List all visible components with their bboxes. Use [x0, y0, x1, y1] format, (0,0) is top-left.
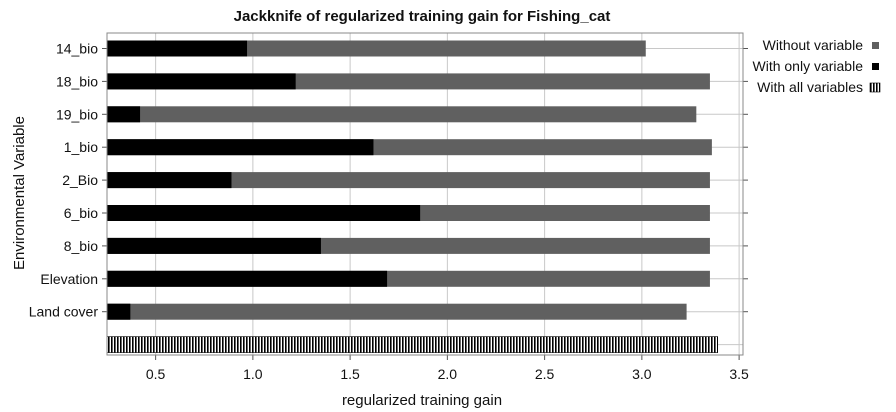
- bar-with-only-variable: [107, 106, 141, 123]
- bar-with-only-variable: [107, 205, 421, 221]
- category-label: 18_bio: [56, 73, 98, 89]
- bar-with-only-variable: [107, 172, 232, 189]
- legend-label: With only variable: [753, 58, 864, 74]
- bar-with-only-variable: [107, 73, 296, 90]
- category-label: 6_bio: [64, 205, 98, 221]
- x-axis-label: regularized training gain: [342, 392, 502, 409]
- category-label: Elevation: [40, 271, 98, 287]
- bar-with-only-variable: [107, 270, 388, 287]
- category-label: Land cover: [29, 304, 99, 320]
- category-label: 1_bio: [64, 139, 98, 155]
- x-tick-label: 0.5: [146, 366, 166, 382]
- x-tick-label: 1.0: [243, 366, 263, 382]
- plot-area: [106, 32, 744, 356]
- bar-with-only-variable: [107, 237, 321, 254]
- x-tick-label: 2.5: [535, 366, 555, 382]
- x-tick-label: 3.5: [729, 366, 749, 382]
- legend-label: Without variable: [763, 37, 864, 53]
- bar-with-all-variables: [106, 336, 719, 353]
- category-label: 14_bio: [56, 41, 98, 57]
- x-tick-label: 1.5: [340, 366, 360, 382]
- category-label: 2_Bio: [62, 172, 98, 188]
- bar-with-only-variable: [107, 139, 374, 156]
- legend-swatch: [872, 63, 879, 70]
- chart-title: Jackknife of regularized training gain f…: [234, 8, 611, 25]
- category-label: 19_bio: [56, 106, 98, 122]
- legend: Without variable With only variable With a…: [753, 37, 881, 95]
- category-label: 8_bio: [64, 238, 98, 254]
- ticks-layer: 0.5 1.0 1.5 2.0 2.5 3.0 3.5 14_bio 18_bio 19_bio 1…: [29, 41, 749, 383]
- x-tick-label: 2.0: [438, 366, 458, 382]
- bar-with-only-variable: [107, 303, 131, 320]
- bars-layer: [106, 40, 719, 353]
- bar-without-variable: [107, 106, 697, 123]
- legend-label: With all variables: [757, 79, 863, 95]
- bar-with-only-variable: [107, 40, 248, 57]
- legend-swatch: [872, 42, 879, 49]
- bar-without-variable: [107, 172, 710, 189]
- legend-swatch: [869, 82, 881, 93]
- bar-without-variable: [107, 303, 687, 320]
- y-axis-label: Environmental Variable: [11, 116, 28, 270]
- x-tick-label: 3.0: [632, 366, 652, 382]
